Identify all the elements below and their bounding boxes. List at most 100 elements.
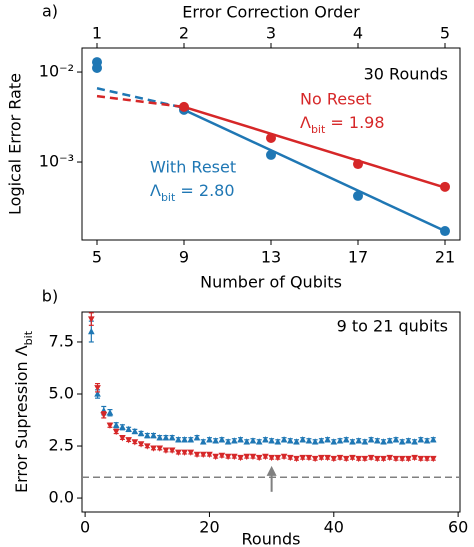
series-label: With Reset [150,158,236,177]
data-point [106,409,114,416]
data-point [212,437,219,444]
data-point [423,455,431,463]
data-point [423,437,431,444]
x-tick-label: 9 [179,248,189,267]
data-point [411,438,418,445]
x-tick-label: 40 [324,518,344,537]
data-point [405,437,412,444]
x2-tick-label: 1 [92,24,102,43]
data-point [311,455,319,463]
data-point [349,454,356,462]
data-point [231,453,238,461]
data-point [143,443,151,450]
data-point [137,429,145,437]
data-point [286,437,294,444]
panel-label: a) [42,2,58,21]
data-point [162,434,170,441]
data-point [150,431,157,439]
data-point [88,327,95,335]
y-tick-label: 7.5 [49,331,74,350]
data-point [330,455,338,463]
data-point [318,437,325,444]
data-point [150,445,157,452]
data-point [193,434,201,441]
data-point [112,421,120,428]
data-point [112,428,120,436]
data-point [212,453,219,461]
data-point [352,190,363,201]
data-point [417,455,425,463]
data-point [305,437,313,444]
data-point [274,454,282,462]
y-axis-label: Logical Error Rate [6,73,25,215]
data-point [336,454,344,462]
lambda-label-part: Λ [150,181,161,200]
y-tick-label: 2.5 [49,436,74,455]
data-point [162,447,170,454]
extrapolation-line [96,94,185,109]
fit-line [183,105,446,189]
data-point [237,454,244,462]
data-point [386,437,394,444]
x2-tick-label: 4 [353,24,363,43]
data-point [355,437,362,444]
data-point [305,454,313,462]
data-point [280,453,288,461]
data-point [168,447,176,454]
panel-label: b) [42,287,58,306]
x2-tick-label: 5 [440,24,450,43]
data-point [439,226,450,237]
data-point [224,438,232,445]
data-point [386,454,394,462]
data-point [342,436,350,443]
data-point [274,438,282,445]
series-label: No Reset [300,90,372,109]
data-point [355,455,362,463]
x2-axis-label: Error Correction Order [182,3,360,22]
data-point [179,101,190,112]
x-tick-label: 5 [92,248,102,267]
annotation: 9 to 21 qubits [337,317,448,336]
lambda-label-part: bit [311,123,326,136]
data-point [429,436,437,443]
data-point [392,436,400,443]
data-point [224,453,232,461]
data-point [199,451,207,458]
data-point [330,438,338,445]
data-point [398,438,406,445]
data-point [249,453,257,461]
data-point [92,62,103,73]
data-point [119,435,126,442]
data-point [94,385,101,392]
data-point [286,454,294,462]
data-point [367,454,375,462]
data-point [255,438,263,445]
data-point [299,454,307,462]
arrow-head [266,465,277,476]
x-tick-label: 21 [435,248,455,267]
data-point [168,434,176,441]
y-tick-label: 5.0 [49,383,74,402]
data-point [380,438,387,445]
data-point [193,451,201,458]
y-axis-label: Error Supression Λbit [12,330,35,493]
data-point [324,454,331,462]
y-axis-label-part: Error Supression Λ [12,345,31,493]
data-point [262,436,269,443]
data-point [268,437,275,444]
data-point [417,436,425,443]
data-point [199,438,207,445]
data-point [266,149,276,160]
data-point [361,455,369,463]
data-point [268,454,275,462]
data-point [156,445,164,452]
x-tick-label: 17 [348,248,368,267]
data-point [237,436,244,443]
data-point [439,181,450,192]
data-point [392,455,400,463]
data-point [324,436,331,443]
x-tick-label: 13 [261,248,281,267]
y-tick-label: 10⁻³ [39,152,74,171]
data-point [374,437,381,444]
lambda-label-part: Λ [300,113,311,132]
